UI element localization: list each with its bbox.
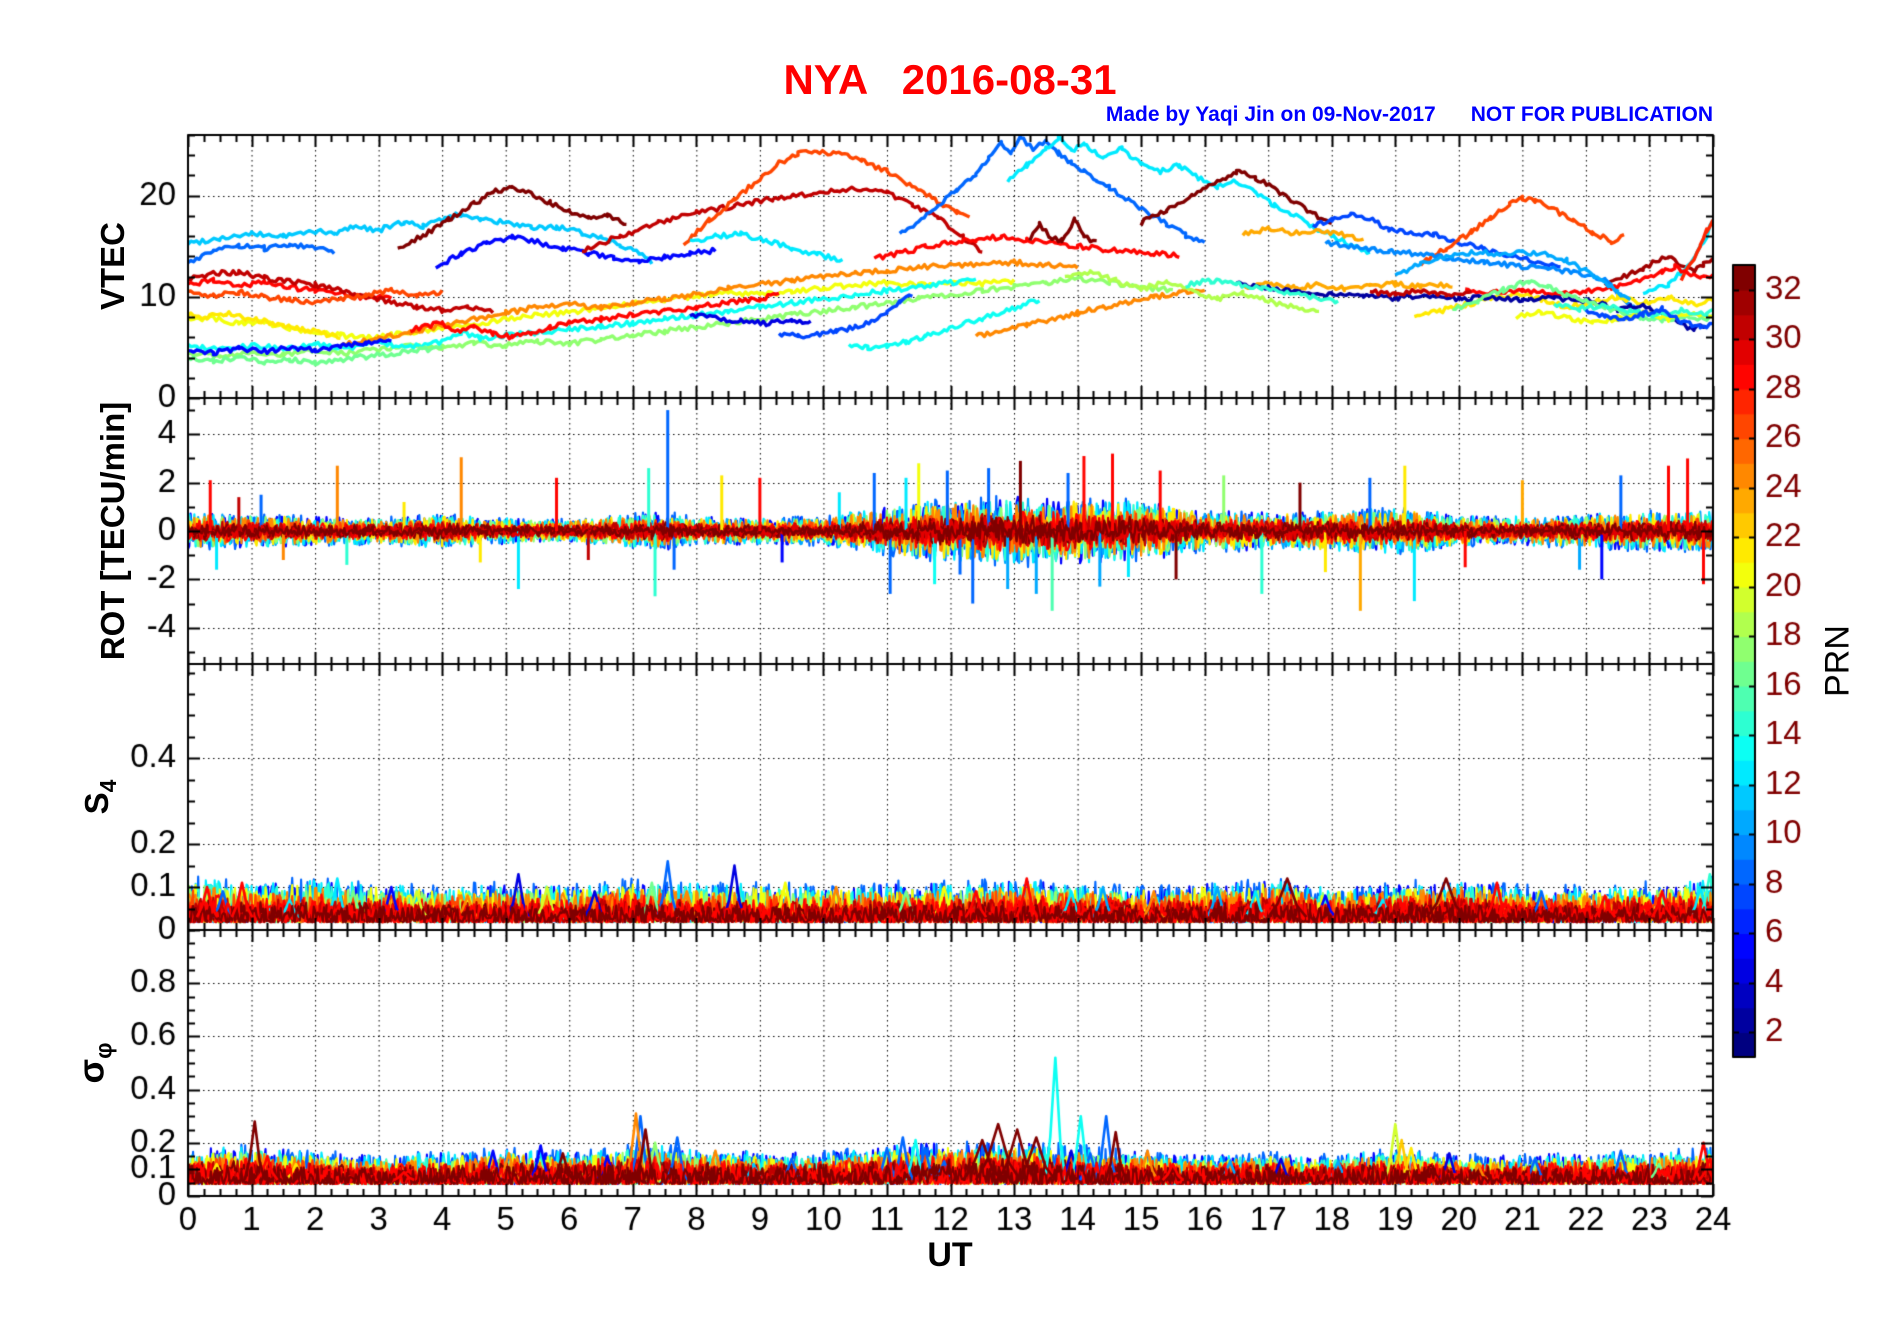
y-axis-label-vtec: VTEC [94,221,131,311]
y-axis-label-sigma-phi: σφ [70,1042,117,1084]
x-axis-label: UT [927,1236,973,1274]
credit-note: Made by Yaqi Jin on 09-Nov-2017 NOT FOR … [1105,103,1713,126]
y-axis-label-rot: ROT [TECU/min] [94,401,131,661]
chart-title: NYA 2016-08-31 [783,56,1117,103]
colorbar-label: PRN [1818,625,1857,697]
y-axis-label-s4: S4 [78,779,121,815]
